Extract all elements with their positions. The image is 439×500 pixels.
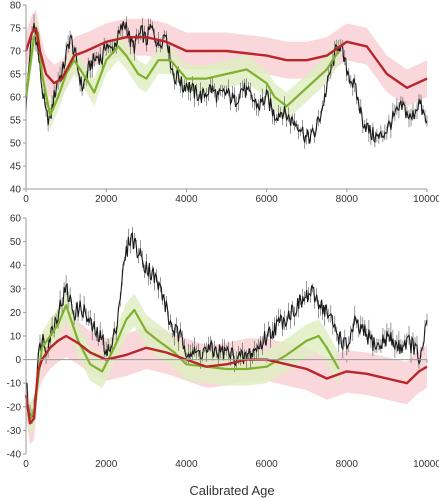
y-tick-label: -30 xyxy=(7,426,22,437)
x-tick-label: 6000 xyxy=(255,459,278,470)
black-series-line xyxy=(25,231,428,419)
x-tick-label: 0 xyxy=(23,194,29,205)
y-tick-label: 75 xyxy=(10,24,22,35)
y-tick-label: 50 xyxy=(10,139,22,150)
x-axis-label: Calibrated Age xyxy=(189,483,274,498)
y-tick-label: 20 xyxy=(10,308,22,319)
y-tick-label: 0 xyxy=(15,355,21,366)
x-tick-label: 4000 xyxy=(175,194,198,205)
y-tick-label: 40 xyxy=(10,185,22,196)
x-tick-label: 6000 xyxy=(255,194,278,205)
y-tick-label: 30 xyxy=(10,284,22,295)
green-series-line xyxy=(24,304,340,420)
green-series-band xyxy=(26,288,339,436)
y-tick-label: -20 xyxy=(7,402,22,413)
y-tick-label: -40 xyxy=(7,450,22,461)
x-tick-label: 0 xyxy=(23,459,29,470)
x-tick-label: 10000 xyxy=(413,459,439,470)
bottom-chart-panel: -40 -30 -20 -10 0 10 20 30 40 50 60 0 2000 4000 6000 80… xyxy=(7,214,439,471)
y-tick-label: 60 xyxy=(10,93,22,104)
x-tick-label: 8000 xyxy=(336,194,359,205)
y-tick-label: 70 xyxy=(10,47,22,58)
red-series-line xyxy=(24,26,428,90)
x-tick-label: 10000 xyxy=(413,194,439,205)
y-tick-label: 80 xyxy=(10,1,22,12)
y-tick-label: 50 xyxy=(10,237,22,248)
y-tick-label: 40 xyxy=(10,261,22,272)
x-tick-label: 2000 xyxy=(95,459,118,470)
red-series-line xyxy=(24,334,428,425)
y-tick-label: 10 xyxy=(10,332,22,343)
y-tick-label: 55 xyxy=(10,116,22,127)
x-tick-label: 2000 xyxy=(95,194,118,205)
y-tick-label: -10 xyxy=(7,379,22,390)
green-series-line xyxy=(24,31,340,117)
x-tick-label: 4000 xyxy=(175,459,198,470)
black-series-line xyxy=(25,21,428,144)
y-tick-label: 60 xyxy=(10,214,22,225)
x-tick-label: 8000 xyxy=(336,459,359,470)
y-tick-label: 65 xyxy=(10,70,22,81)
top-chart-panel: 40 45 50 55 60 65 70 75 80 0 2000 4000 6000 8000 10000 xyxy=(10,1,439,206)
red-series-band xyxy=(26,9,427,107)
y-tick-label: 45 xyxy=(10,162,22,173)
